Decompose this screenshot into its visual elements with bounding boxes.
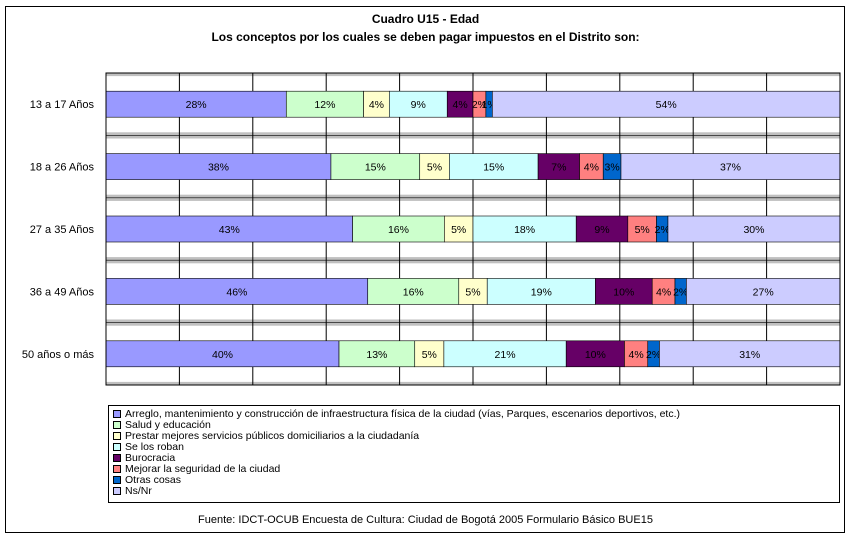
bar-segment — [446, 90, 474, 118]
data-label: 40% — [212, 349, 233, 361]
chart-legend: Arreglo, mantenimiento y construcción de… — [108, 405, 840, 503]
bar-segment — [458, 278, 488, 305]
legend-entry: Se los roban — [113, 440, 184, 453]
data-label: 7% — [551, 162, 566, 174]
data-label: 2% — [472, 99, 487, 111]
legend-swatch — [113, 486, 121, 495]
category-label: 13 a 17 Años — [30, 99, 95, 111]
legend-entry: Ns/Nr — [113, 484, 152, 497]
bar-segment — [686, 278, 841, 305]
category-label: 18 a 26 Años — [30, 162, 95, 174]
data-label: 28% — [186, 99, 207, 111]
data-label: 37% — [720, 162, 741, 174]
legend-entry: Prestar mejores servicios públicos domic… — [113, 429, 420, 442]
data-label: 15% — [365, 162, 386, 174]
bar-segment — [105, 278, 369, 305]
bar-segment — [620, 153, 841, 180]
bar-segment — [537, 153, 580, 180]
legend-entry: Otras cosas — [113, 473, 182, 486]
legend-entry: Burocracia — [113, 451, 176, 464]
data-label: 16% — [388, 224, 409, 236]
legend-label: Salud y educación — [125, 418, 211, 431]
bar-segment — [449, 153, 539, 180]
data-label: 13% — [366, 349, 387, 361]
bar-segment — [105, 90, 287, 118]
chart-title: Cuadro U15 - Edad — [371, 12, 480, 26]
data-label: 38% — [208, 162, 229, 174]
legend-swatch — [113, 453, 121, 462]
legend-swatch — [113, 464, 121, 473]
data-label: 18% — [514, 224, 535, 236]
data-label: 5% — [451, 224, 466, 236]
data-label: 10% — [585, 349, 606, 361]
data-label: 54% — [656, 99, 677, 111]
data-label: 4% — [629, 349, 644, 361]
legend-swatch — [113, 442, 121, 451]
legend-label: Otras cosas — [125, 473, 182, 486]
bar-segment — [575, 215, 629, 243]
data-label: 46% — [226, 286, 247, 298]
legend-entry: Mejorar la seguridad de la ciudad — [113, 462, 281, 475]
bar-segment — [486, 278, 596, 305]
category-label: 27 a 35 Años — [30, 224, 95, 236]
chart-subtitle: Los conceptos por los cuales se deben pa… — [211, 30, 640, 44]
legend-label: Burocracia — [125, 451, 176, 464]
data-label: 9% — [411, 99, 426, 111]
data-label: 2% — [646, 349, 661, 361]
bar-segment — [363, 90, 390, 118]
bar-segment — [330, 153, 421, 180]
data-label: 12% — [314, 99, 335, 111]
data-label: 5% — [422, 349, 437, 361]
data-label: 4% — [453, 99, 468, 111]
data-label: 9% — [594, 224, 609, 236]
data-label: 5% — [427, 162, 442, 174]
bar-segment — [444, 215, 474, 243]
legend-swatch — [113, 420, 121, 429]
legend-label: Arreglo, mantenimiento y construcción de… — [125, 407, 681, 420]
data-label: 2% — [655, 224, 670, 236]
data-label: 10% — [613, 286, 634, 298]
bar-segment — [338, 340, 416, 368]
legend-label: Ns/Nr — [125, 484, 152, 497]
legend-label: Prestar mejores servicios públicos domic… — [125, 429, 420, 442]
plot-border — [105, 72, 841, 386]
data-label: 27% — [753, 286, 774, 298]
bar-segment — [659, 340, 841, 368]
bar-segment — [105, 340, 340, 368]
data-label: 30% — [743, 224, 764, 236]
legend-entry: Arreglo, mantenimiento y construcción de… — [113, 407, 681, 420]
category-label: 36 a 49 Años — [30, 286, 95, 298]
data-label: 2% — [673, 286, 688, 298]
bar-segment — [667, 215, 841, 243]
legend-label: Mejorar la seguridad de la ciudad — [125, 462, 281, 475]
legend-swatch — [113, 475, 121, 484]
data-label: 4% — [369, 99, 384, 111]
data-label: 4% — [656, 286, 671, 298]
bar-segment — [492, 90, 841, 118]
data-label: 16% — [403, 286, 424, 298]
legend-label: Se los roban — [125, 440, 184, 453]
data-label: 31% — [739, 349, 760, 361]
data-label: 4% — [584, 162, 599, 174]
category-label: 50 años o más — [22, 349, 95, 361]
data-label: 21% — [495, 349, 516, 361]
data-label: 15% — [483, 162, 504, 174]
legend-swatch — [113, 409, 121, 418]
data-label: 5% — [635, 224, 650, 236]
bar-segment — [388, 90, 448, 118]
source-note: Fuente: IDCT-OCUB Encuesta de Cultura: C… — [198, 514, 653, 526]
bar-segment — [472, 215, 577, 243]
data-label: 43% — [219, 224, 240, 236]
legend-swatch — [113, 431, 121, 440]
data-label: 19% — [531, 286, 552, 298]
data-label: 3% — [605, 162, 620, 174]
bar-segment — [443, 340, 567, 368]
bar-segment — [352, 215, 445, 243]
data-label: 5% — [465, 286, 480, 298]
bar-segment — [105, 153, 332, 180]
bar-segment — [565, 340, 625, 368]
legend-entry: Salud y educación — [113, 418, 211, 431]
bar-segment — [414, 340, 445, 368]
